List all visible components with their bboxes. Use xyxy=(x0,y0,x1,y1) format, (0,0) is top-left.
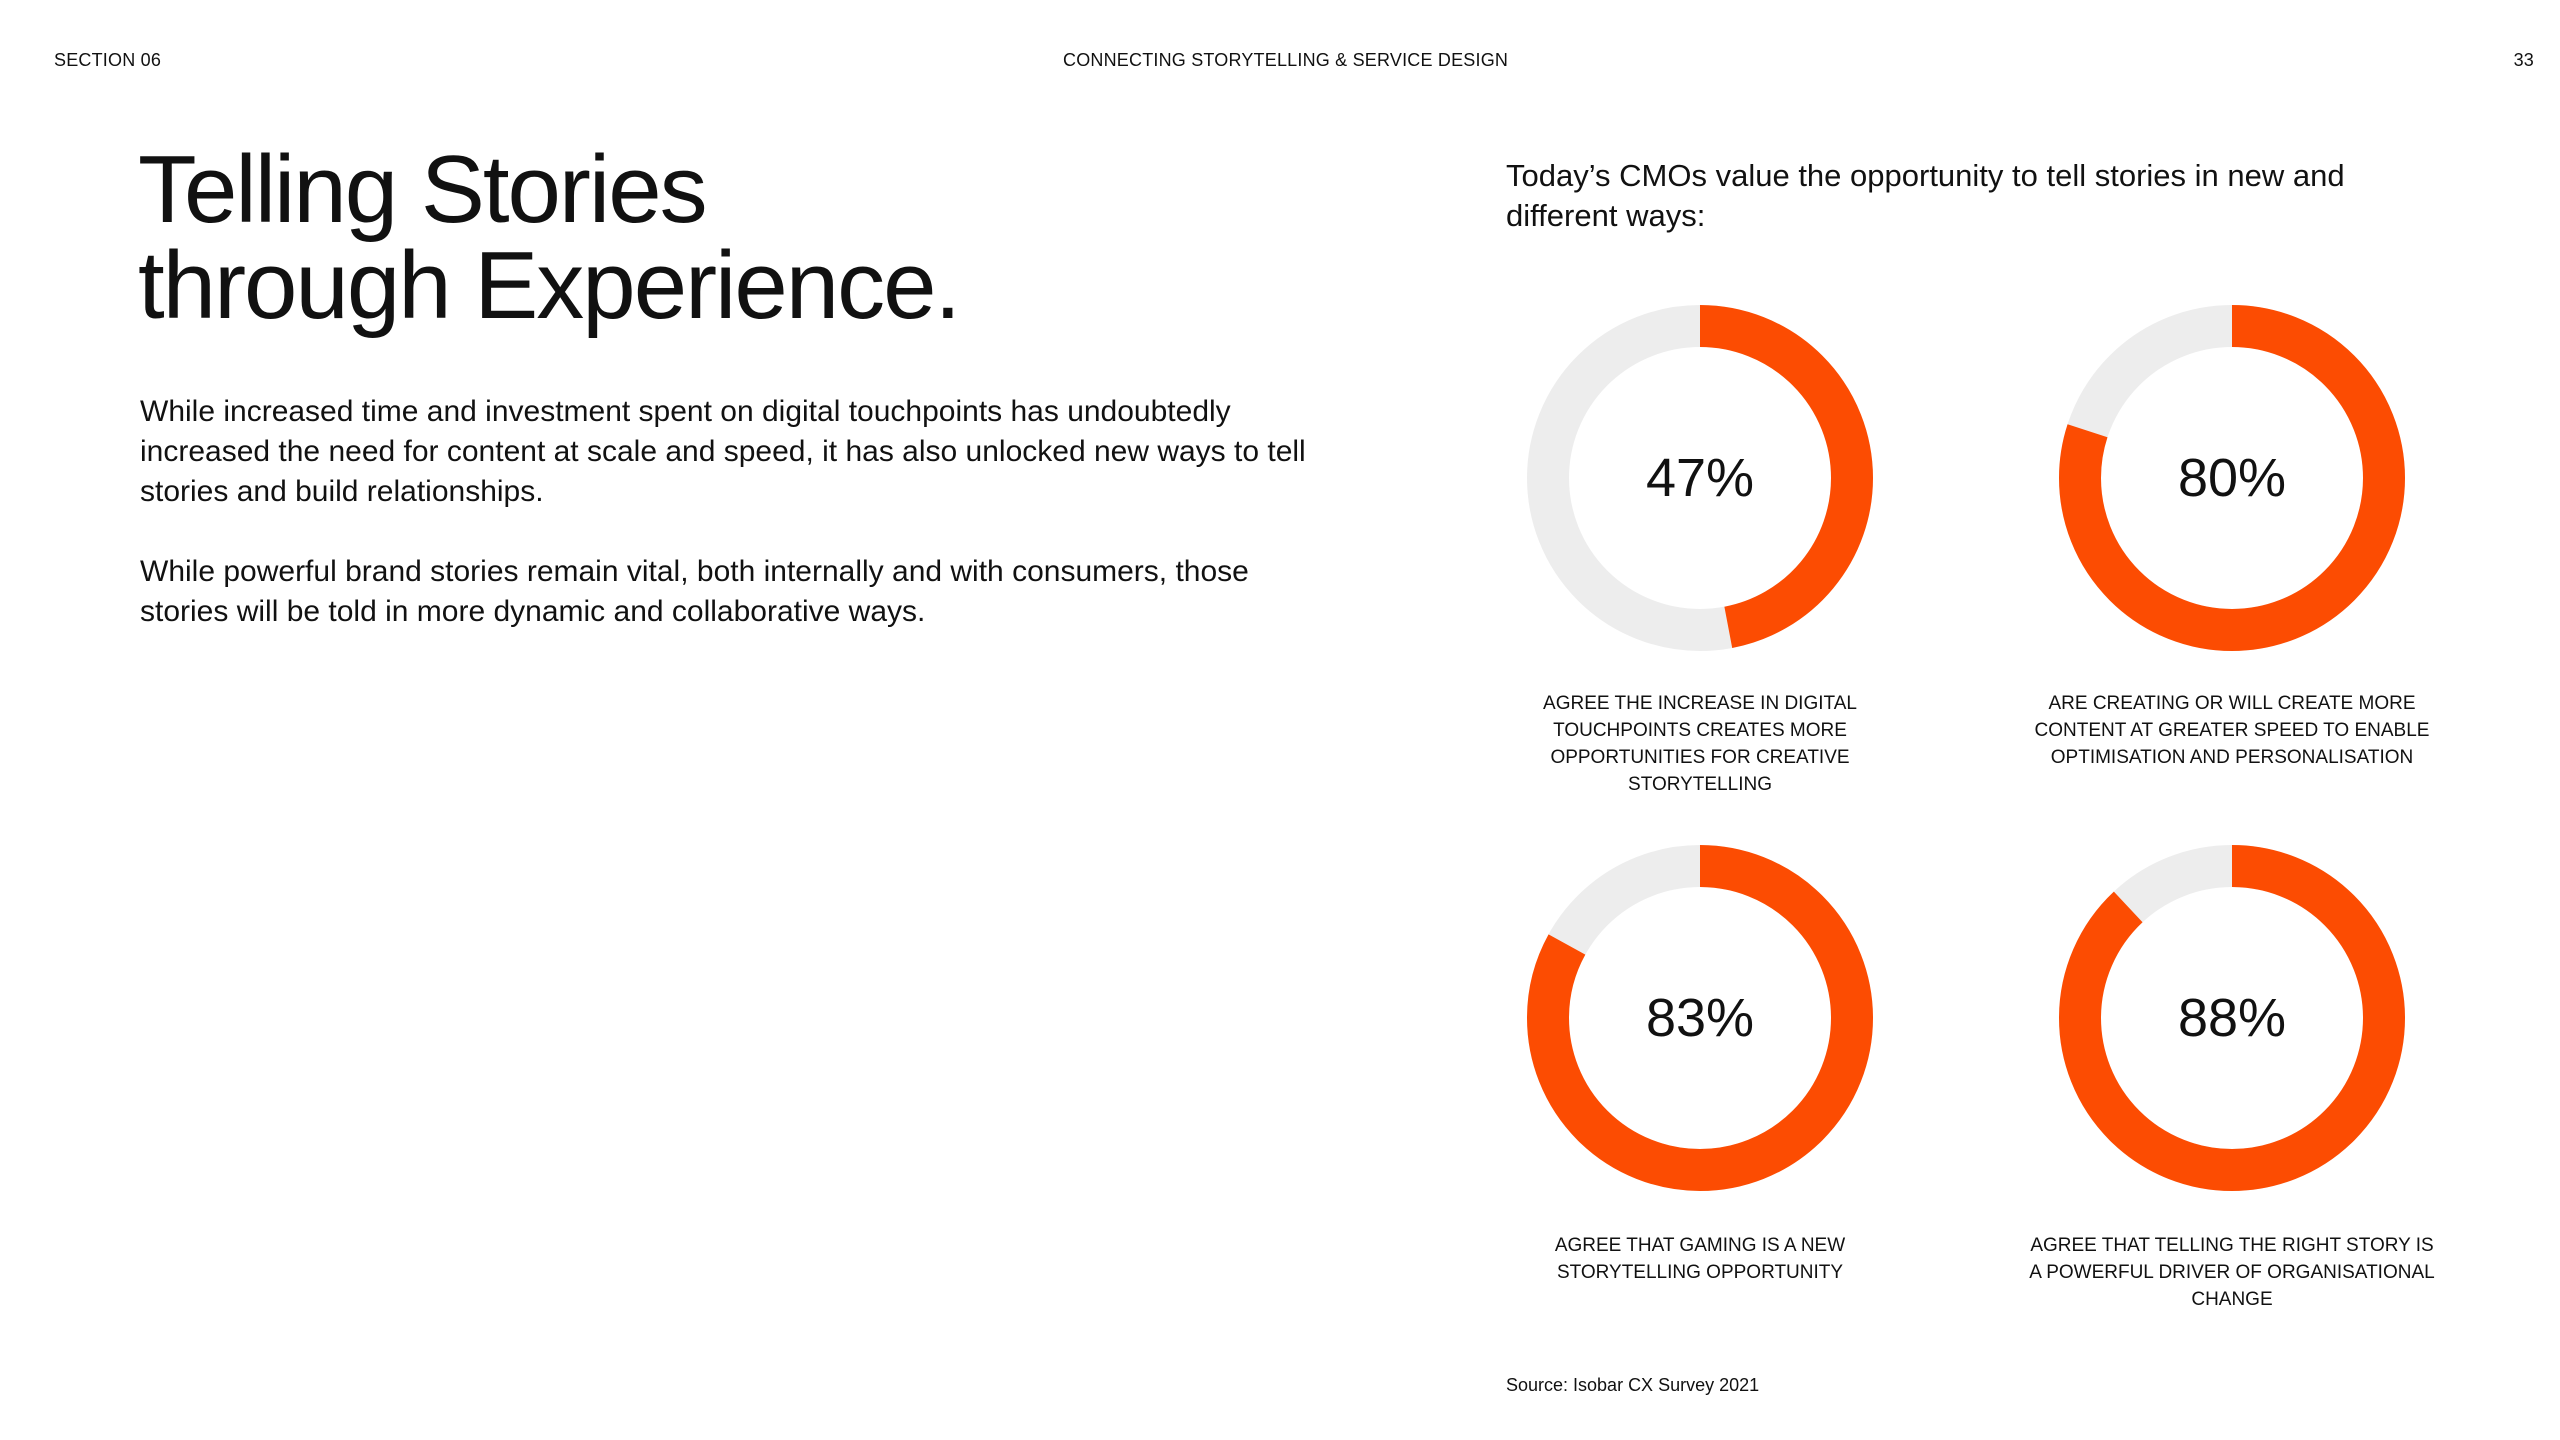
chart-intro: Today’s CMOs value the opportunity to te… xyxy=(1506,158,2345,233)
donut-percent-label: 47% xyxy=(1645,448,1755,508)
donut-chart-2: 80% ARE CREATING OR WILL CREATE MORE CON… xyxy=(2022,300,2442,768)
donut-percent-label: 83% xyxy=(1645,988,1755,1048)
donut-chart-1: 47% AGREE THE INCREASE IN DIGITAL TOUCHP… xyxy=(1490,300,1910,795)
body-text: While increased time and investment spen… xyxy=(140,392,1320,672)
section-label: SECTION 06 xyxy=(54,50,162,70)
donut-value-arc xyxy=(1527,305,1873,651)
page-title-line-1: Telling Stories xyxy=(138,136,708,243)
donut-chart-1-svg xyxy=(1527,305,1873,651)
donut-chart-4: 88% AGREE THAT TELLING THE RIGHT STORY I… xyxy=(2022,840,2442,1310)
page-number: 33 xyxy=(2513,50,2534,70)
donut-percent-label: 88% xyxy=(2177,988,2287,1048)
page-title: Telling Stories through Experience. xyxy=(138,136,961,339)
body-paragraph-2: While powerful brand stories remain vita… xyxy=(140,555,1249,628)
donut-chart-3-svg xyxy=(1527,845,1873,1191)
donut-value-arc xyxy=(2059,845,2405,1191)
donut-caption: AGREE THE INCREASE IN DIGITAL TOUCHPOINT… xyxy=(1543,693,1857,795)
source-note: Source: Isobar CX Survey 2021 xyxy=(1506,1375,1760,1395)
donut-percent-label: 80% xyxy=(2177,448,2287,508)
body-paragraph-1: While increased time and investment spen… xyxy=(140,395,1306,508)
donut-chart-3: 83% AGREE THAT GAMING IS A NEW STORYTELL… xyxy=(1490,840,1910,1283)
donut-value-arc xyxy=(2059,305,2405,651)
page-title-line-2: through Experience. xyxy=(138,232,961,339)
donut-chart-4-svg xyxy=(2059,845,2405,1191)
donut-chart-2-svg xyxy=(2059,305,2405,651)
donut-value-arc xyxy=(1527,845,1873,1191)
donut-caption: AGREE THAT TELLING THE RIGHT STORY IS A … xyxy=(2029,1235,2435,1310)
donut-caption: AGREE THAT GAMING IS A NEW STORYTELLING … xyxy=(1554,1235,1846,1283)
donut-caption: ARE CREATING OR WILL CREATE MORE CONTENT… xyxy=(2034,693,2430,768)
header-title: CONNECTING STORYTELLING & SERVICE DESIGN xyxy=(1063,50,1509,70)
